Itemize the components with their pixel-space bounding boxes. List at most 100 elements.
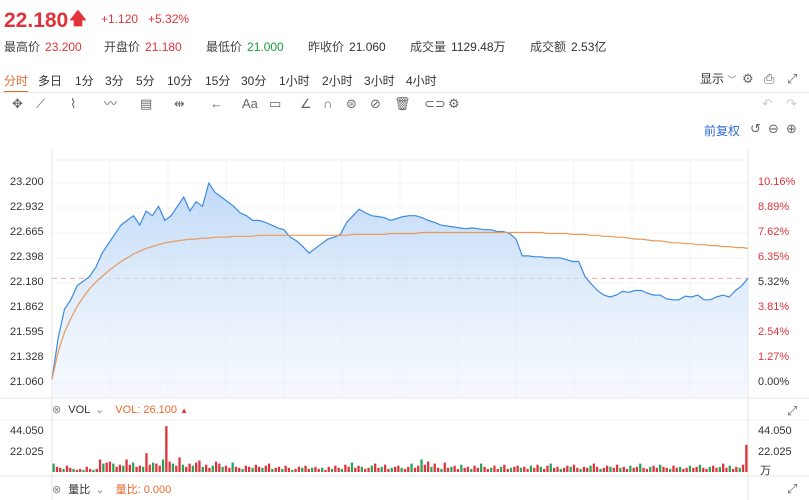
link-icon[interactable]: ⊂⊃ bbox=[424, 96, 446, 111]
price-change-pct: +5.32% bbox=[148, 12, 190, 26]
tab-4hour[interactable]: 4小时 bbox=[406, 74, 437, 88]
volume-bar bbox=[307, 468, 310, 472]
volume-bar bbox=[287, 467, 291, 472]
stat-low: 最低价 21.000 bbox=[206, 40, 284, 54]
tab-intraday[interactable]: 分时 bbox=[4, 74, 29, 93]
volume-bar bbox=[622, 466, 625, 472]
volume-bar bbox=[562, 467, 566, 472]
volume-bar bbox=[274, 467, 277, 472]
volume-bar bbox=[596, 466, 599, 472]
redo-icon[interactable]: ↷ bbox=[786, 96, 797, 111]
range-icon[interactable]: ⇹ bbox=[174, 96, 185, 111]
pct-tick: 3.81% bbox=[758, 301, 790, 313]
volume-bar bbox=[735, 466, 738, 472]
fib-icon[interactable]: ▤ bbox=[140, 96, 153, 111]
arrow-left-icon[interactable]: ← bbox=[210, 96, 223, 111]
volume-bar bbox=[466, 466, 470, 472]
volume-bar bbox=[251, 467, 254, 472]
volume-bar bbox=[314, 466, 317, 472]
volume-bar bbox=[317, 468, 320, 472]
price-tick: 22.398 bbox=[10, 251, 44, 263]
volume-bar bbox=[201, 466, 204, 472]
volume-bar bbox=[258, 466, 261, 472]
volume-bar bbox=[675, 467, 678, 472]
period-tabs: 分时 多日 1分 3分 5分 10分 15分 30分 1小时 2小时 3小时 4… bbox=[0, 70, 809, 93]
camera-icon[interactable]: ⎙ bbox=[764, 71, 775, 86]
line-icon[interactable]: ⟋ bbox=[36, 96, 46, 111]
chevron-down-icon[interactable]: ⌄ bbox=[95, 484, 105, 496]
text-icon[interactable]: Aa bbox=[242, 96, 258, 111]
hide-icon[interactable]: ⊘ bbox=[370, 96, 381, 111]
tab-multiday[interactable]: 多日 bbox=[38, 74, 63, 88]
reset-icon[interactable]: ↺ bbox=[750, 121, 761, 136]
volume-bar bbox=[218, 463, 221, 472]
vol-tick-mid: 22.025 bbox=[10, 446, 44, 458]
volume-bar bbox=[321, 467, 324, 472]
volume-bar bbox=[400, 467, 403, 472]
tab-30min[interactable]: 30分 bbox=[241, 74, 267, 88]
pct-tick: 6.35% bbox=[758, 251, 790, 263]
pct-tick: 1.27% bbox=[758, 351, 790, 363]
price-tick: 22.665 bbox=[10, 226, 44, 238]
zoom-out-icon[interactable]: ⊖ bbox=[768, 121, 779, 136]
ruler-icon[interactable]: ∠ bbox=[300, 96, 312, 111]
volume-bar bbox=[374, 463, 377, 472]
volume-bar bbox=[330, 468, 334, 472]
volume-bar bbox=[625, 468, 629, 472]
comment-icon[interactable]: ▭ bbox=[269, 96, 282, 111]
close-icon[interactable]: ⊗ bbox=[52, 484, 62, 496]
volume-bar bbox=[241, 468, 244, 472]
volume-bar bbox=[364, 468, 367, 472]
tab-10min[interactable]: 10分 bbox=[167, 74, 193, 88]
volume-bar bbox=[480, 463, 483, 472]
zoom-in-icon[interactable]: ⊕ bbox=[786, 121, 797, 136]
close-icon[interactable]: ⊗ bbox=[52, 404, 62, 416]
price-line bbox=[51, 181, 749, 380]
price-change: +1.120 bbox=[101, 12, 139, 26]
tab-15min[interactable]: 15分 bbox=[205, 74, 231, 88]
price-adjust-button[interactable]: 前复权 bbox=[704, 124, 741, 138]
tab-2hour[interactable]: 2小时 bbox=[322, 74, 353, 88]
drawing-toolbar: ✥ ⟋ ⌇ 〰 ▤ ⇹ ← Aa ▭ ∠ ∩ ⊜ ⊘ 🗑 ⊂⊃ ⚙ ↶ ↷ bbox=[0, 95, 809, 115]
price-tick: 21.595 bbox=[10, 326, 44, 338]
wave-icon[interactable]: 〰 bbox=[104, 96, 118, 111]
tab-3hour[interactable]: 3小时 bbox=[364, 74, 395, 88]
pct-tick: 8.89% bbox=[758, 201, 790, 213]
delete-icon[interactable]: 🗑 bbox=[394, 96, 411, 111]
display-dropdown[interactable]: 显示 ﹀ bbox=[700, 72, 737, 86]
tab-3min[interactable]: 3分 bbox=[105, 74, 124, 88]
settings-icon[interactable]: ⚙ bbox=[742, 71, 754, 86]
tab-1min[interactable]: 1分 bbox=[75, 74, 94, 88]
move-icon[interactable]: ✥ bbox=[12, 96, 23, 111]
lock-icon[interactable]: ⊜ bbox=[346, 96, 357, 111]
volume-bar bbox=[69, 467, 72, 472]
volume-bar bbox=[483, 466, 486, 472]
price-tick: 23.200 bbox=[10, 176, 44, 188]
volume-bar bbox=[688, 465, 692, 472]
volume-bar bbox=[526, 468, 529, 472]
pct-tick: 10.16% bbox=[758, 176, 796, 188]
volume-bar bbox=[168, 461, 171, 472]
tab-5min[interactable]: 5分 bbox=[136, 74, 155, 88]
tab-1hour[interactable]: 1小时 bbox=[279, 74, 310, 88]
fullscreen-icon[interactable]: ⤢ bbox=[787, 71, 798, 86]
volume-bar bbox=[59, 467, 62, 472]
volume-bar bbox=[145, 453, 148, 472]
polyline-icon[interactable]: ⌇ bbox=[70, 96, 77, 111]
expand-icon[interactable]: ⤢ bbox=[787, 481, 798, 496]
undo-icon[interactable]: ↶ bbox=[762, 96, 773, 111]
price-tick: 22.180 bbox=[10, 276, 44, 288]
volume-header: ⊗ VOL ⌄ VOL: 26.100 ▲ bbox=[52, 403, 188, 416]
magnet-icon[interactable]: ∩ bbox=[323, 96, 333, 111]
expand-icon[interactable]: ⤢ bbox=[787, 403, 798, 418]
volume-bar bbox=[221, 466, 224, 472]
volume-bar bbox=[516, 465, 519, 472]
volume-bar bbox=[629, 465, 632, 472]
volume-bar bbox=[89, 468, 92, 472]
volume-bar bbox=[695, 466, 698, 472]
chevron-down-icon[interactable]: ⌄ bbox=[94, 404, 105, 416]
volume-bar bbox=[493, 465, 496, 472]
gear-icon[interactable]: ⚙ bbox=[448, 96, 460, 111]
volume-bar bbox=[135, 466, 138, 472]
volume-bar bbox=[191, 465, 194, 472]
